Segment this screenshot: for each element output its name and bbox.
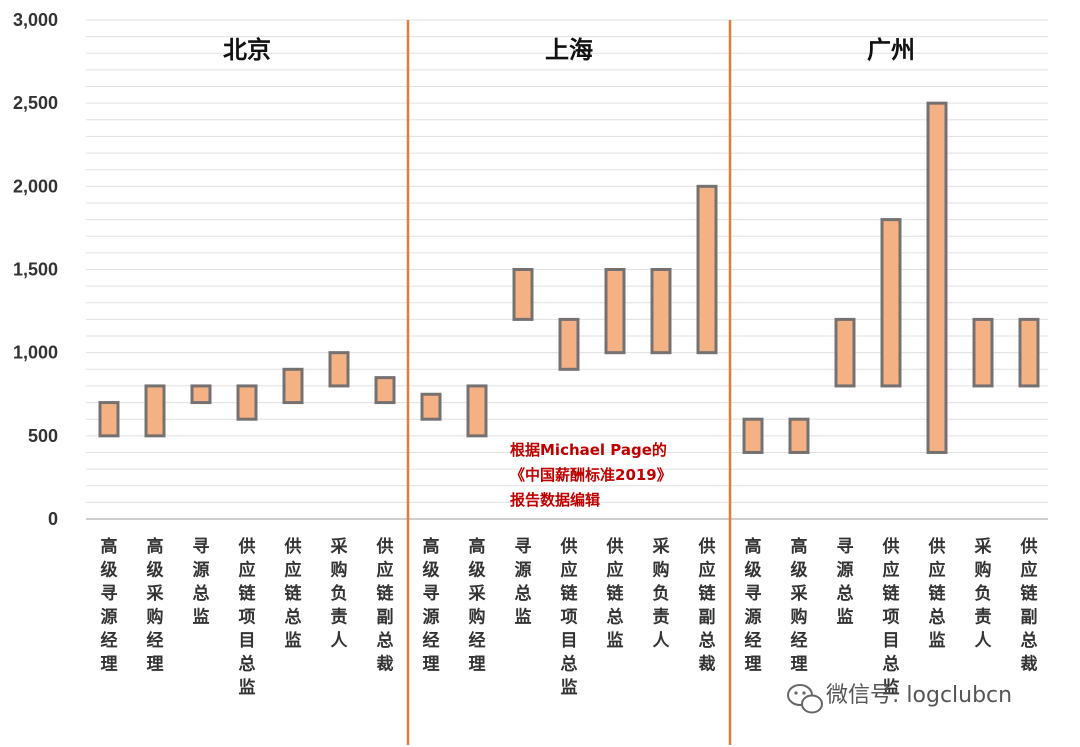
- range-bar: [374, 376, 396, 405]
- y-axis-ticks: 0 500 1,000 1,500 2,000 2,500 3,000: [13, 10, 58, 529]
- city-dividers: [406, 20, 732, 745]
- range-bar: [742, 417, 764, 454]
- wechat-icon: [787, 684, 823, 714]
- range-bar: [788, 417, 810, 454]
- category-label: 供应链项目总监: [238, 536, 257, 698]
- range-bar: [420, 392, 442, 421]
- annotation-line: 《中国薪酬标准2019》: [510, 466, 672, 484]
- category-label: 高级采购经理: [146, 536, 164, 675]
- category-label: 寻源总监: [193, 537, 210, 628]
- category-label: 高级寻源经理: [745, 536, 762, 675]
- range-bar: [98, 401, 120, 438]
- category-label: 供应链项目总监: [882, 536, 901, 698]
- category-label: 高级采购经理: [790, 536, 808, 675]
- range-bar: [834, 317, 856, 388]
- category-label: 高级寻源经理: [101, 536, 118, 675]
- category-label: 采购负责人: [330, 537, 349, 651]
- range-bar: [650, 268, 672, 355]
- category-label: 供应链项目总监: [560, 536, 579, 698]
- range-bar: [696, 184, 718, 355]
- category-label: 采购负责人: [652, 537, 671, 651]
- source-annotation: 根据Michael Page的《中国薪酬标准2019》报告数据编辑: [510, 441, 672, 509]
- category-label: 供应链总监: [284, 536, 303, 651]
- y-tick-label: 1,500: [13, 260, 58, 280]
- annotation-line: 根据Michael Page的: [510, 441, 667, 459]
- annotation-line: 报告数据编辑: [510, 491, 600, 509]
- category-labels: 高级寻源经理 高级采购经理 寻源总监 供应链项目总监 供应链总监 采购负责人 供应链副总裁 高…: [101, 536, 1039, 698]
- watermark-text: 微信号: logclubcn: [826, 683, 1012, 708]
- city-labels: 北京 上海 广州: [223, 36, 915, 64]
- category-label: 寻源总监: [837, 537, 854, 628]
- category-label: 供应链副总裁: [1020, 536, 1039, 675]
- category-label: 供应链副总裁: [698, 536, 717, 675]
- category-label: 高级采购经理: [468, 536, 486, 675]
- watermark: 微信号: logclubcn: [787, 683, 1012, 714]
- y-tick-label: 3,000: [13, 10, 58, 30]
- category-label: 寻源总监: [515, 537, 532, 628]
- y-tick-label: 2,500: [13, 93, 58, 113]
- range-bar: [1018, 317, 1040, 388]
- range-bar: [972, 317, 994, 388]
- category-label: 高级寻源经理: [423, 536, 440, 675]
- range-bar: [512, 268, 534, 321]
- category-label: 供应链总监: [606, 536, 625, 651]
- y-tick-label: 2,000: [13, 176, 58, 196]
- range-bar: [190, 384, 212, 405]
- y-tick-label: 0: [48, 509, 58, 529]
- category-label: 采购负责人: [974, 537, 993, 651]
- city-label: 广州: [867, 36, 915, 64]
- category-label: 供应链总监: [928, 536, 947, 651]
- range-bar: [282, 367, 304, 405]
- y-tick-label: 1,000: [13, 343, 58, 363]
- range-bar: [558, 317, 580, 371]
- range-bar: [604, 268, 626, 355]
- range-bar: [328, 351, 350, 388]
- range-bar: [880, 218, 902, 388]
- city-label: 北京: [223, 36, 271, 64]
- range-bar: [236, 384, 258, 421]
- range-bar: [926, 101, 948, 454]
- category-label: 供应链副总裁: [376, 536, 395, 675]
- range-bar: [466, 384, 488, 438]
- range-bar: [144, 384, 166, 438]
- bars: [98, 101, 1040, 454]
- y-tick-label: 500: [28, 426, 58, 446]
- city-label: 上海: [545, 36, 593, 64]
